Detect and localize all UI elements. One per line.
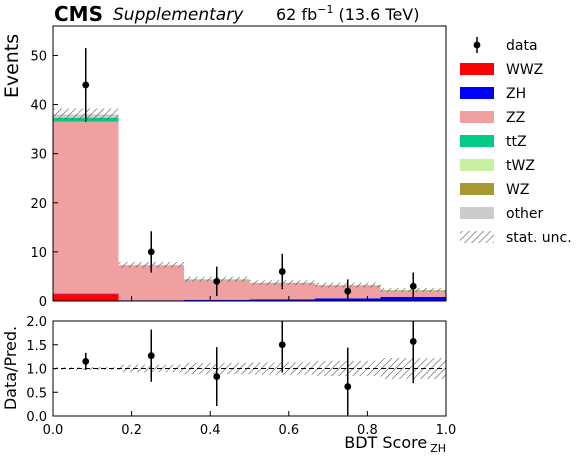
x-axis-label-main: BDT Score <box>344 433 427 452</box>
x-tick-label: 1.0 <box>436 423 457 438</box>
ratio-y-tick-label: 2.0 <box>26 315 47 330</box>
cms-label: CMS <box>54 2 103 26</box>
legend-swatch-wz <box>460 183 494 195</box>
legend-label-wwz: WWZ <box>506 62 543 78</box>
legend-label-stat-unc: stat. unc. <box>506 230 572 246</box>
legend-swatch-other <box>460 207 494 219</box>
data-point-2 <box>213 278 220 285</box>
ratio-y-tick-label: 0.5 <box>26 386 47 401</box>
ratio-point-3 <box>279 341 286 348</box>
data-point-3 <box>279 268 286 275</box>
lumi-unit-superscript: −1 <box>317 3 333 16</box>
data-point-5 <box>410 283 417 290</box>
ratio-y-axis-label: Data/Pred. <box>1 326 20 410</box>
main-y-tick-label: 0 <box>39 295 47 310</box>
legend-data-marker <box>474 42 481 49</box>
bar-zz-bin-0 <box>53 122 119 294</box>
legend-data-label: data <box>506 38 538 54</box>
x-tick-label: 0.2 <box>121 423 142 438</box>
main-y-tick-label: 20 <box>30 197 47 212</box>
main-y-tick-label: 50 <box>30 49 47 64</box>
legend: data WWZ ZH ZZ ttZ tWZ WZ other stat. unc. <box>460 37 572 246</box>
data-point-1 <box>148 248 155 255</box>
legend-label-other: other <box>506 206 544 222</box>
energy-label: (13.6 TeV) <box>338 5 419 24</box>
x-tick-label: 0.4 <box>200 423 221 438</box>
legend-swatch-twz <box>460 159 494 171</box>
x-tick-label: 0.0 <box>43 423 64 438</box>
legend-swatch-zz <box>460 111 494 123</box>
legend-label-twz: tWZ <box>506 158 535 174</box>
lumi-label: 62 fb−1 (13.6 TeV) <box>276 3 420 24</box>
legend-swatch-ttz <box>460 135 494 147</box>
main-y-axis-label: Events <box>1 34 23 98</box>
ratio-y-tick-label: 1.5 <box>26 339 47 354</box>
legend-swatch-zh <box>460 87 494 99</box>
ratio-point-4 <box>344 383 351 390</box>
legend-swatch-wwz <box>460 63 494 75</box>
ratio-point-5 <box>410 338 417 345</box>
ratio-point-1 <box>148 352 155 359</box>
main-y-tick-label: 10 <box>30 246 47 261</box>
bar-wwz-bin-0 <box>53 294 119 301</box>
legend-label-zz: ZZ <box>506 110 525 126</box>
lumi-value: 62 fb <box>276 5 317 24</box>
ratio-point-0 <box>82 358 89 365</box>
x-axis-label-subscript: ZH <box>430 442 446 455</box>
x-tick-label: 0.6 <box>278 423 299 438</box>
data-point-4 <box>344 288 351 295</box>
ratio-point-2 <box>213 373 220 380</box>
ratio-y-tick-label: 1.0 <box>26 363 47 378</box>
main-y-tick-label: 30 <box>30 148 47 163</box>
supplementary-label: Supplementary <box>113 5 244 25</box>
legend-swatch-stat-unc <box>460 231 494 243</box>
data-point-0 <box>82 82 89 89</box>
main-y-tick-label: 40 <box>30 99 47 114</box>
legend-label-ttz: ttZ <box>506 134 527 150</box>
main-panel: 0 10 20 30 40 50 <box>30 26 446 310</box>
legend-label-wz: WZ <box>506 182 529 198</box>
legend-label-zh: ZH <box>506 86 526 102</box>
